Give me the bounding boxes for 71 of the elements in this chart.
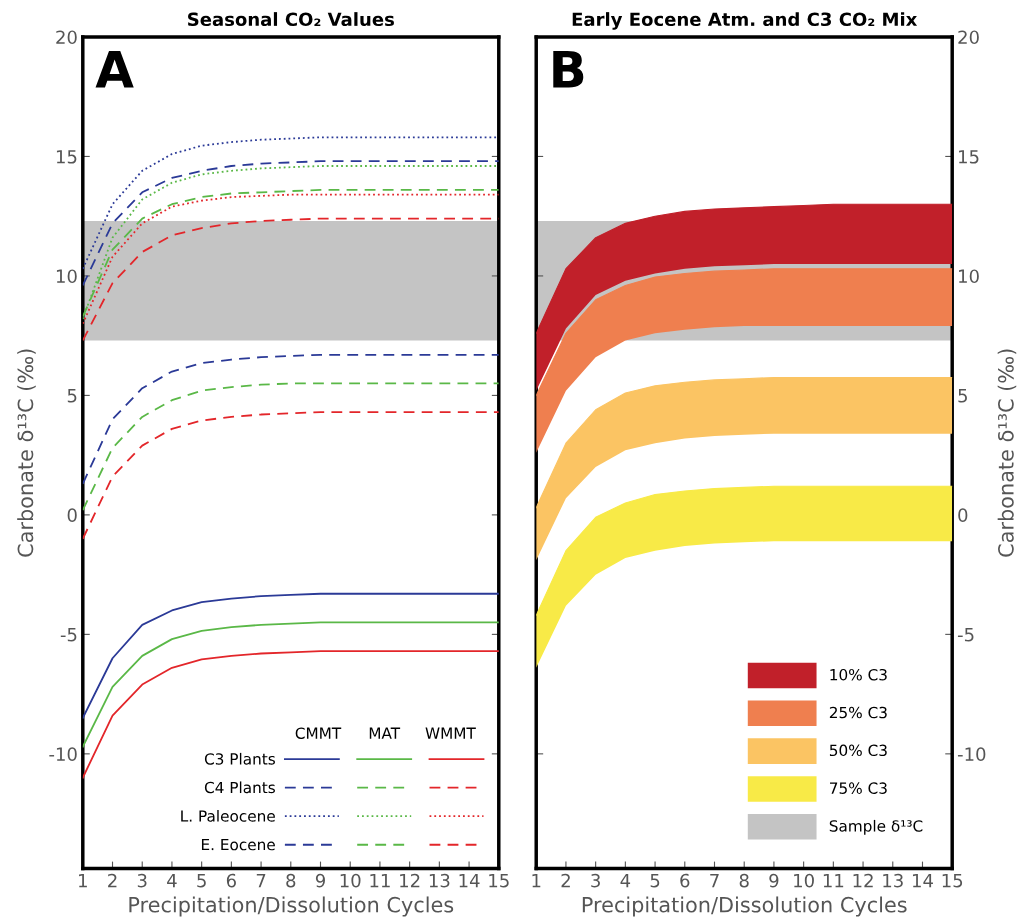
legend-label: C3 Plants xyxy=(204,752,275,765)
line-series xyxy=(82,411,499,540)
x-tick-label: 8 xyxy=(286,873,296,888)
y-tick-label: -10 xyxy=(957,747,986,761)
x-tick-label: 9 xyxy=(769,873,779,888)
x-tick-label: 1 xyxy=(532,873,541,888)
x-tick-label: 10 xyxy=(794,873,814,888)
x-tick-label: 12 xyxy=(853,873,873,888)
x-tick-label: 5 xyxy=(197,873,206,888)
y-axis-title: Carbonate δ¹³C (‰) xyxy=(997,349,1017,557)
annotation: B xyxy=(553,50,584,88)
annotation: CMMT xyxy=(295,727,342,739)
chart-title: Early Eocene Atm. and C3 CO₂ Mix xyxy=(572,12,918,30)
y-tick-label: 15 xyxy=(959,150,979,164)
x-tick-label: 5 xyxy=(650,873,660,888)
legend-label: E. Eocene xyxy=(201,838,275,851)
x-tick-label: 11 xyxy=(370,873,390,888)
legend-label: Sample δ¹³C xyxy=(829,819,923,835)
x-tick-label: 3 xyxy=(591,873,600,888)
x-tick-label: 7 xyxy=(710,873,719,888)
y-tick-label: 5 xyxy=(958,389,967,403)
line-series xyxy=(82,650,499,779)
x-axis-title: Precipitation/Dissolution Cycles xyxy=(129,896,454,917)
line-series xyxy=(82,592,499,719)
line-series xyxy=(82,382,499,512)
x-tick-label: 3 xyxy=(137,873,147,888)
x-tick-label: 15 xyxy=(489,873,509,888)
legend-label: 25% C3 xyxy=(829,706,887,719)
legend-label: L. Paleocene xyxy=(181,809,275,822)
line-series xyxy=(82,160,499,287)
y-tick-label: 20 xyxy=(56,30,77,45)
x-tick-label: 13 xyxy=(429,873,450,888)
x-tick-label: 2 xyxy=(561,873,570,888)
annotation: WMMT xyxy=(425,727,476,739)
x-axis-title: Precipitation/Dissolution Cycles xyxy=(582,896,907,917)
x-tick-label: 6 xyxy=(680,873,690,888)
x-tick-label: 7 xyxy=(256,873,266,888)
y-axis-title: Carbonate δ¹³C (‰) xyxy=(17,349,36,557)
y-tick-label: 5 xyxy=(67,389,77,403)
annotation: A xyxy=(95,50,134,88)
chart-title: Seasonal CO₂ Values xyxy=(188,12,394,27)
x-tick-label: 11 xyxy=(823,873,844,888)
x-tick-label: 4 xyxy=(620,873,631,888)
legend-label: 75% C3 xyxy=(830,782,887,794)
line-series xyxy=(82,136,499,270)
x-tick-label: 12 xyxy=(400,873,420,888)
y-tick-label: 10 xyxy=(959,269,979,284)
x-tick-label: 9 xyxy=(315,873,325,888)
y-tick-label: 15 xyxy=(56,150,77,164)
legend-label: C4 Plants xyxy=(204,781,275,794)
legend-label: 10% C3 xyxy=(830,668,887,681)
x-tick-label: 14 xyxy=(459,873,480,888)
x-tick-label: 13 xyxy=(883,873,903,888)
y-tick-label: 0 xyxy=(67,508,77,523)
y-tick-label: 10 xyxy=(56,269,77,284)
line-series xyxy=(82,353,499,485)
x-tick-label: 14 xyxy=(912,873,933,888)
x-tick-label: 8 xyxy=(739,873,749,888)
x-tick-label: 10 xyxy=(340,873,361,888)
legend-label: 50% C3 xyxy=(829,744,887,757)
y-tick-label: -5 xyxy=(60,628,77,642)
y-tick-label: -5 xyxy=(957,628,974,642)
x-tick-label: 1 xyxy=(79,873,87,888)
y-tick-label: -10 xyxy=(49,747,77,761)
x-tick-label: 2 xyxy=(108,873,117,888)
y-tick-label: 20 xyxy=(958,30,979,45)
line-series xyxy=(82,621,499,748)
x-tick-label: 6 xyxy=(226,873,236,888)
annotation: MAT xyxy=(369,727,401,739)
y-tick-label: 0 xyxy=(958,508,968,523)
x-tick-label: 4 xyxy=(167,873,177,888)
